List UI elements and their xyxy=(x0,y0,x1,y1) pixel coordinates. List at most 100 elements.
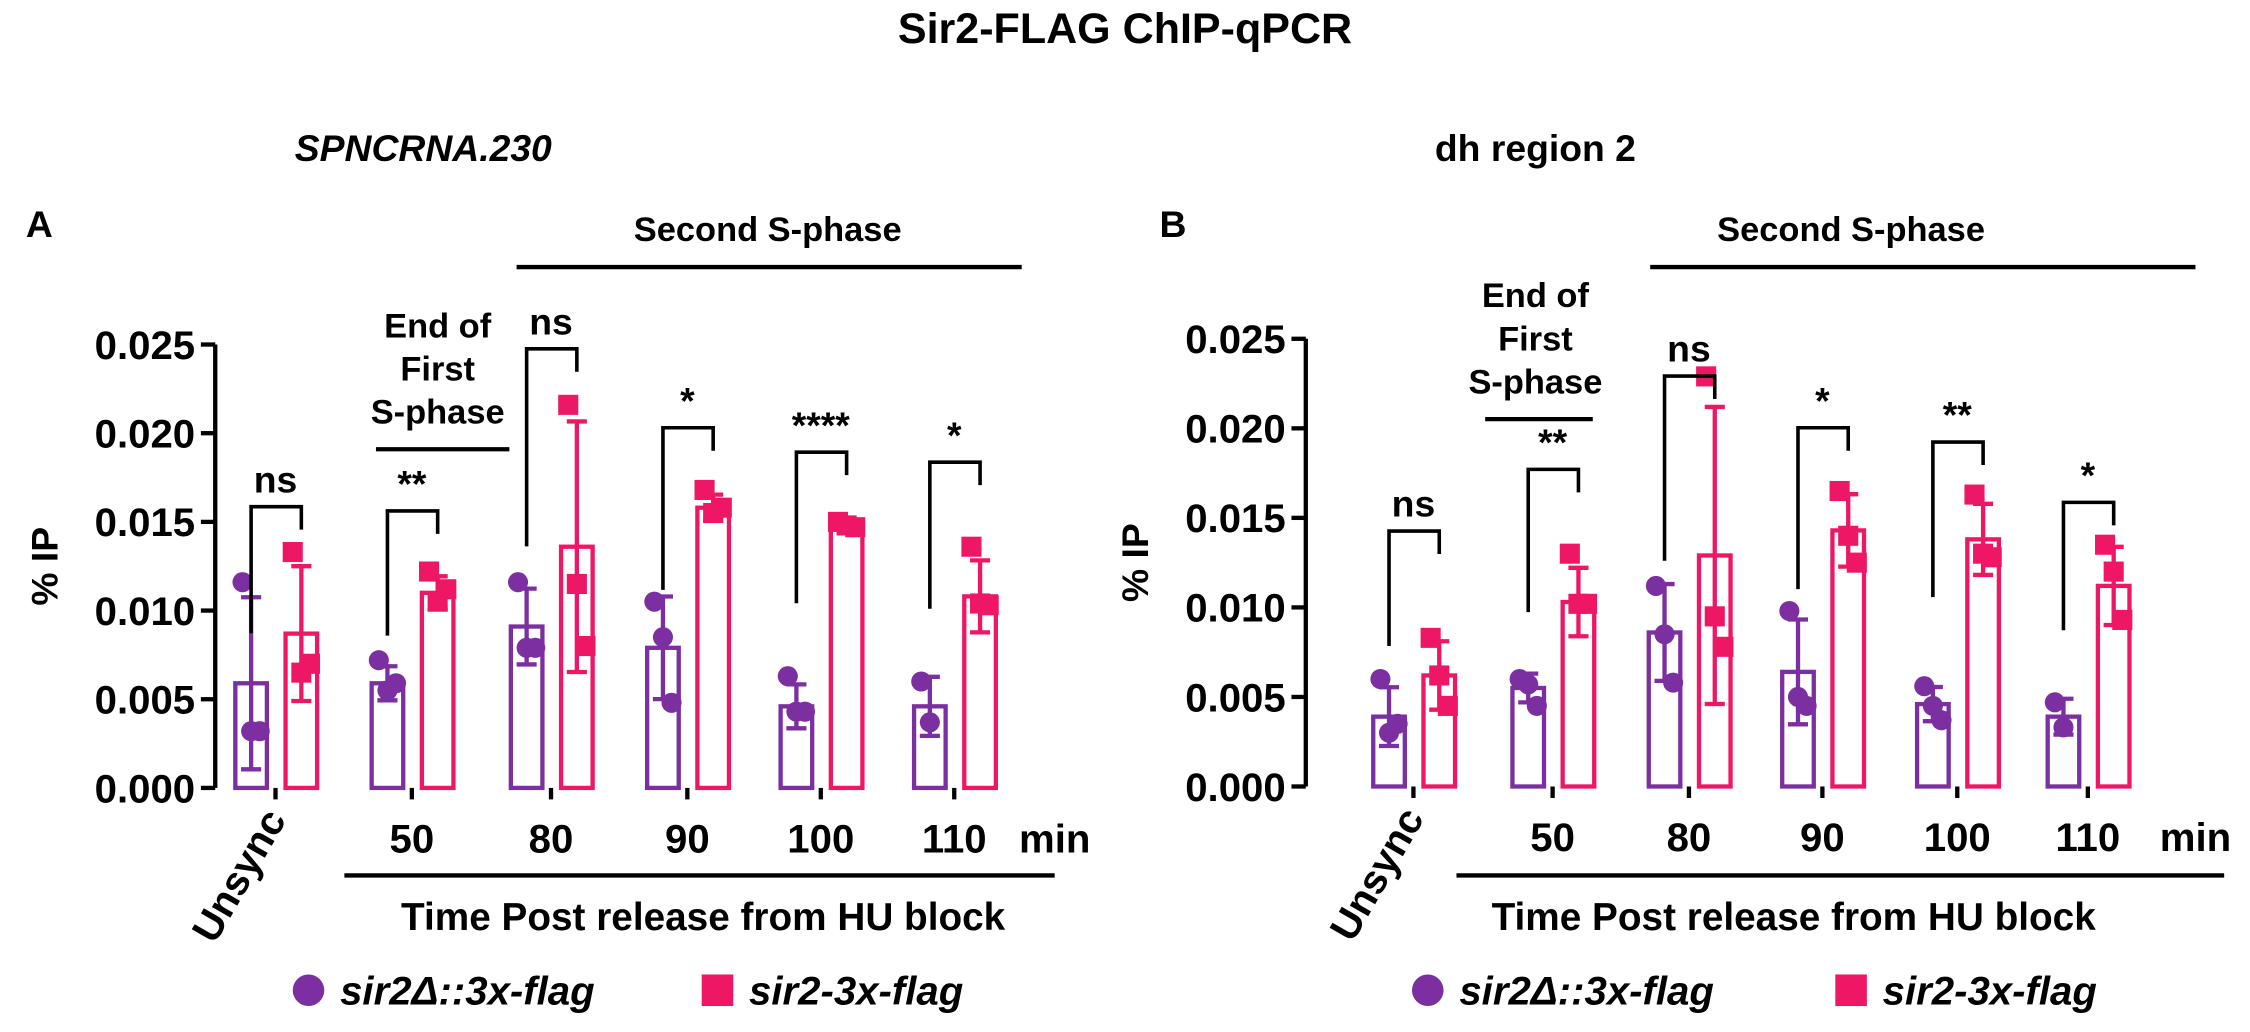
significance-bracket xyxy=(2061,500,2116,631)
data-point-square xyxy=(961,536,982,557)
second-s-phase-label: Second S-phase xyxy=(634,211,902,249)
data-point-circle xyxy=(1526,695,1547,716)
significance-bracket xyxy=(1387,529,1442,647)
data-point-circle xyxy=(1654,624,1675,645)
data-point-circle xyxy=(1518,674,1539,695)
data-point-square xyxy=(2095,534,2116,555)
significance-label: ns xyxy=(1392,483,1436,525)
legend-label: sir2-3x-flag xyxy=(749,969,963,1014)
legend-square-icon xyxy=(701,974,734,1007)
y-tick-label: 0.010 xyxy=(95,589,196,634)
y-axis-label: % IP xyxy=(23,527,65,606)
data-point-circle xyxy=(232,572,253,593)
significance-label: * xyxy=(947,414,962,456)
data-point-circle xyxy=(1796,695,1817,716)
data-point-square xyxy=(2112,609,2133,630)
data-point-circle xyxy=(652,627,673,648)
data-point-square xyxy=(299,653,320,674)
legend: sir2Δ::3x-flag sir2-3x-flag xyxy=(1411,969,2097,1014)
y-tick-label: 0.000 xyxy=(1185,765,1286,810)
significance-label: ns xyxy=(529,300,573,342)
y-tick-label: 0.025 xyxy=(1185,317,1286,362)
data-point-circle xyxy=(1914,676,1935,697)
data-point-square xyxy=(694,479,715,501)
x-tick-label: 80 xyxy=(1667,815,1712,860)
first-s-phase-label: End of xyxy=(1482,277,1590,315)
data-point-circle xyxy=(386,673,407,694)
significance-label: ** xyxy=(397,463,427,505)
legend-label: sir2Δ::3x-flag xyxy=(1459,969,1714,1014)
legend-square-icon xyxy=(1835,974,1867,1007)
data-point-square xyxy=(566,573,587,595)
y-tick-label: 0.005 xyxy=(1185,675,1286,720)
data-point-square xyxy=(1420,627,1441,648)
x-tick-label: 100 xyxy=(787,816,854,861)
data-point-circle xyxy=(525,637,546,658)
x-tick-label: Unsync xyxy=(183,801,295,949)
data-point-circle xyxy=(249,721,270,742)
first-s-phase-label: First xyxy=(400,350,475,388)
y-tick-label: 0.005 xyxy=(95,678,196,723)
data-point-circle xyxy=(2044,692,2065,713)
significance-label: ** xyxy=(1943,394,1973,436)
data-point-square xyxy=(558,394,579,415)
data-point-square xyxy=(282,541,303,563)
panel-B: Bdh region 2 0.000 0.005 0.010 0.015 0.020 0.0… xyxy=(1114,127,2231,1014)
y-tick-label: 0.025 xyxy=(95,323,196,368)
first-s-phase-label: End of xyxy=(384,307,492,345)
significance-bracket xyxy=(524,347,579,547)
data-point-square xyxy=(575,635,596,657)
significance-label: * xyxy=(1815,379,1830,421)
data-point-square xyxy=(978,595,999,616)
data-point-circle xyxy=(1370,668,1391,690)
data-point-circle xyxy=(644,591,665,612)
x-tick-label: 100 xyxy=(1924,815,1991,860)
panel-A: A SPNCRNA.230 0.000 0.005 0.010 0.015 0.020 0.0… xyxy=(23,127,1090,1014)
panel-letter: B xyxy=(1159,203,1186,245)
y-tick-label: 0.020 xyxy=(1185,407,1286,452)
x-tick-label: 110 xyxy=(922,816,987,861)
significance-bracket xyxy=(1662,374,1717,561)
panel-letter: A xyxy=(26,203,53,245)
panel-title: SPNCRNA.230 xyxy=(295,127,552,169)
legend-label: sir2Δ::3x-flag xyxy=(340,969,595,1014)
data-point-circle xyxy=(777,666,798,687)
significance-bracket xyxy=(661,425,715,590)
second-s-phase-label: Second S-phase xyxy=(1717,211,1985,249)
x-tick-label: 90 xyxy=(665,816,710,861)
data-point-square xyxy=(1964,484,1985,505)
significance-bracket xyxy=(794,450,849,604)
data-point-circle xyxy=(1387,713,1408,734)
significance-label: **** xyxy=(792,404,851,446)
data-point-circle xyxy=(2053,717,2074,738)
bar xyxy=(828,523,865,791)
legend: sir2Δ::3x-flag sir2-3x-flag xyxy=(292,969,963,1014)
first-s-phase-label: First xyxy=(1498,320,1573,358)
y-tick-label: 0.015 xyxy=(95,500,196,545)
x-unit-label: min xyxy=(2160,815,2231,860)
x-tick-label: 50 xyxy=(1530,815,1575,860)
significance-label: ns xyxy=(254,458,298,500)
significance-label: ns xyxy=(1667,328,1711,370)
data-point-square xyxy=(436,579,457,600)
bar xyxy=(695,505,732,791)
data-point-square xyxy=(2103,561,2124,582)
x-tick-label: 110 xyxy=(2055,815,2120,860)
panels: A SPNCRNA.230 0.000 0.005 0.010 0.015 0.020 0.0… xyxy=(23,127,2231,1014)
x-tick-label: Unsync xyxy=(1321,800,1433,948)
significance-label: ** xyxy=(1538,421,1568,463)
data-point-square xyxy=(1577,593,1598,614)
data-point-circle xyxy=(1663,672,1684,693)
significance-bracket xyxy=(1526,467,1581,613)
y-axis-label: % IP xyxy=(1114,523,1156,602)
x-unit-label: min xyxy=(1019,816,1090,861)
data-point-square xyxy=(1437,695,1458,716)
data-point-square xyxy=(1704,606,1725,627)
legend-circle-icon xyxy=(292,974,325,1007)
data-point-square xyxy=(1559,543,1580,564)
x-tick-label: 50 xyxy=(389,816,434,861)
significance-bracket xyxy=(249,504,304,634)
data-point-square xyxy=(845,517,866,538)
x-tick-label: 80 xyxy=(529,816,574,861)
